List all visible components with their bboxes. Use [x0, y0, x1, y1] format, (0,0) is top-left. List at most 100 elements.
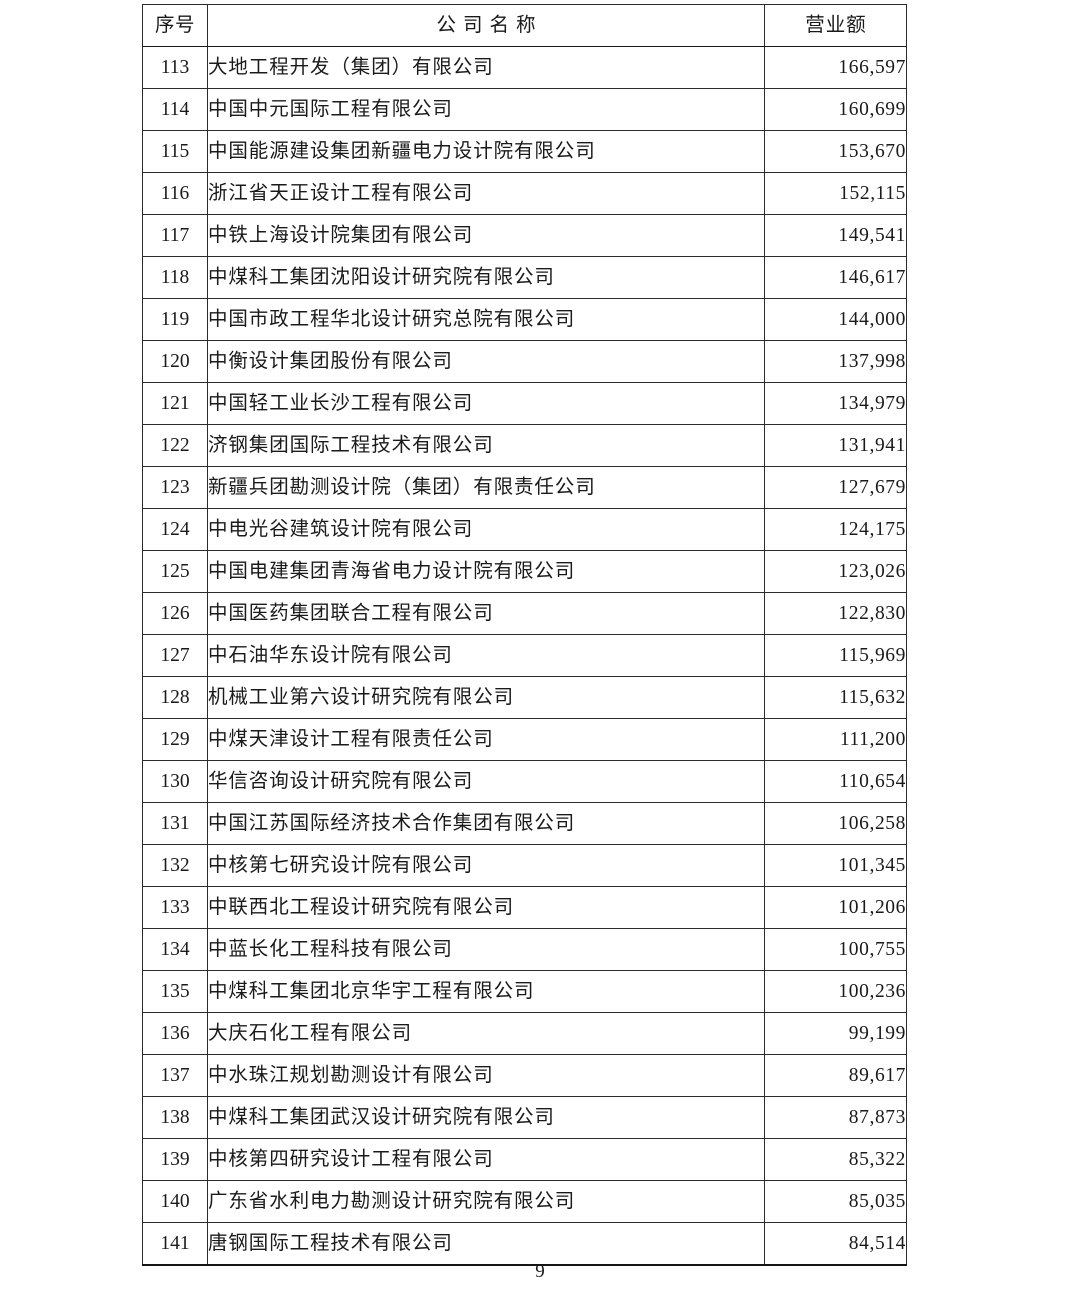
cell-revenue: 85,322 — [764, 1138, 907, 1181]
cell-revenue: 99,199 — [764, 1012, 907, 1055]
table-row: 130 华信咨询设计研究院有限公司 110,654 — [142, 760, 907, 803]
cell-company-name: 中衡设计集团股份有限公司 — [207, 340, 765, 383]
cell-revenue: 137,998 — [764, 340, 907, 383]
cell-rank: 115 — [142, 130, 208, 173]
cell-rank: 118 — [142, 256, 208, 299]
table-row: 136 大庆石化工程有限公司 99,199 — [142, 1012, 907, 1055]
table-header-row: 序号 公司名称 营业额 — [142, 4, 907, 47]
cell-rank: 127 — [142, 634, 208, 677]
cell-rank: 129 — [142, 718, 208, 761]
table-row: 127 中石油华东设计院有限公司 115,969 — [142, 634, 907, 677]
cell-revenue: 152,115 — [764, 172, 907, 215]
table-row: 132 中核第七研究设计院有限公司 101,345 — [142, 844, 907, 887]
table-row: 120 中衡设计集团股份有限公司 137,998 — [142, 340, 907, 383]
cell-revenue: 87,873 — [764, 1096, 907, 1139]
cell-company-name: 中国电建集团青海省电力设计院有限公司 — [207, 550, 765, 593]
cell-rank: 121 — [142, 382, 208, 425]
cell-company-name: 华信咨询设计研究院有限公司 — [207, 760, 765, 803]
cell-company-name: 中国医药集团联合工程有限公司 — [207, 592, 765, 635]
cell-company-name: 中国江苏国际经济技术合作集团有限公司 — [207, 802, 765, 845]
cell-rank: 140 — [142, 1180, 208, 1223]
cell-revenue: 153,670 — [764, 130, 907, 173]
cell-rank: 114 — [142, 88, 208, 131]
table-row: 123 新疆兵团勘测设计院（集团）有限责任公司 127,679 — [142, 466, 907, 509]
table-row: 119 中国市政工程华北设计研究总院有限公司 144,000 — [142, 298, 907, 341]
cell-revenue: 149,541 — [764, 214, 907, 257]
cell-rank: 131 — [142, 802, 208, 845]
table-row: 126 中国医药集团联合工程有限公司 122,830 — [142, 592, 907, 635]
cell-rank: 132 — [142, 844, 208, 887]
cell-rank: 119 — [142, 298, 208, 341]
cell-rank: 126 — [142, 592, 208, 635]
cell-revenue: 111,200 — [764, 718, 907, 761]
table-row: 116 浙江省天正设计工程有限公司 152,115 — [142, 172, 907, 215]
table-row: 115 中国能源建设集团新疆电力设计院有限公司 153,670 — [142, 130, 907, 173]
cell-rank: 117 — [142, 214, 208, 257]
column-header-revenue: 营业额 — [764, 4, 907, 47]
cell-revenue: 115,969 — [764, 634, 907, 677]
cell-company-name: 中煤科工集团北京华宇工程有限公司 — [207, 970, 765, 1013]
cell-rank: 139 — [142, 1138, 208, 1181]
table-row: 121 中国轻工业长沙工程有限公司 134,979 — [142, 382, 907, 425]
cell-rank: 113 — [142, 46, 208, 89]
table-row: 138 中煤科工集团武汉设计研究院有限公司 87,873 — [142, 1096, 907, 1139]
cell-revenue: 134,979 — [764, 382, 907, 425]
cell-revenue: 100,755 — [764, 928, 907, 971]
cell-rank: 125 — [142, 550, 208, 593]
cell-company-name: 新疆兵团勘测设计院（集团）有限责任公司 — [207, 466, 765, 509]
table-row: 113 大地工程开发（集团）有限公司 166,597 — [142, 46, 907, 89]
cell-rank: 141 — [142, 1222, 208, 1266]
cell-company-name: 唐钢国际工程技术有限公司 — [207, 1222, 765, 1266]
cell-revenue: 89,617 — [764, 1054, 907, 1097]
cell-company-name: 中国轻工业长沙工程有限公司 — [207, 382, 765, 425]
cell-revenue: 124,175 — [764, 508, 907, 551]
cell-rank: 120 — [142, 340, 208, 383]
table-row: 118 中煤科工集团沈阳设计研究院有限公司 146,617 — [142, 256, 907, 299]
cell-company-name: 广东省水利电力勘测设计研究院有限公司 — [207, 1180, 765, 1223]
cell-revenue: 101,345 — [764, 844, 907, 887]
table-row: 134 中蓝长化工程科技有限公司 100,755 — [142, 928, 907, 971]
table-row: 140 广东省水利电力勘测设计研究院有限公司 85,035 — [142, 1180, 907, 1223]
cell-rank: 133 — [142, 886, 208, 929]
cell-revenue: 123,026 — [764, 550, 907, 593]
table-row: 141 唐钢国际工程技术有限公司 84,514 — [142, 1222, 907, 1266]
cell-rank: 138 — [142, 1096, 208, 1139]
cell-company-name: 中水珠江规划勘测设计有限公司 — [207, 1054, 765, 1097]
cell-rank: 134 — [142, 928, 208, 971]
cell-revenue: 106,258 — [764, 802, 907, 845]
table-row: 133 中联西北工程设计研究院有限公司 101,206 — [142, 886, 907, 929]
cell-revenue: 166,597 — [764, 46, 907, 89]
cell-company-name: 济钢集团国际工程技术有限公司 — [207, 424, 765, 467]
cell-company-name: 机械工业第六设计研究院有限公司 — [207, 676, 765, 719]
cell-company-name: 中煤科工集团武汉设计研究院有限公司 — [207, 1096, 765, 1139]
cell-revenue: 84,514 — [764, 1222, 907, 1266]
cell-revenue: 101,206 — [764, 886, 907, 929]
table-body: 113 大地工程开发（集团）有限公司 166,597 114 中国中元国际工程有限公司 1… — [142, 46, 907, 1266]
cell-company-name: 中铁上海设计院集团有限公司 — [207, 214, 765, 257]
cell-company-name: 中电光谷建筑设计院有限公司 — [207, 508, 765, 551]
cell-revenue: 127,679 — [764, 466, 907, 509]
cell-revenue: 115,632 — [764, 676, 907, 719]
table-row: 114 中国中元国际工程有限公司 160,699 — [142, 88, 907, 131]
table-row: 125 中国电建集团青海省电力设计院有限公司 123,026 — [142, 550, 907, 593]
cell-rank: 116 — [142, 172, 208, 215]
cell-revenue: 85,035 — [764, 1180, 907, 1223]
table-row: 117 中铁上海设计院集团有限公司 149,541 — [142, 214, 907, 257]
cell-revenue: 160,699 — [764, 88, 907, 131]
cell-rank: 122 — [142, 424, 208, 467]
cell-revenue: 110,654 — [764, 760, 907, 803]
table-row: 137 中水珠江规划勘测设计有限公司 89,617 — [142, 1054, 907, 1097]
cell-rank: 128 — [142, 676, 208, 719]
cell-company-name: 中国市政工程华北设计研究总院有限公司 — [207, 298, 765, 341]
cell-company-name: 中煤天津设计工程有限责任公司 — [207, 718, 765, 761]
cell-revenue: 144,000 — [764, 298, 907, 341]
cell-company-name: 中国中元国际工程有限公司 — [207, 88, 765, 131]
cell-company-name: 中核第七研究设计院有限公司 — [207, 844, 765, 887]
page-number: 9 — [535, 1261, 545, 1282]
cell-company-name: 大地工程开发（集团）有限公司 — [207, 46, 765, 89]
ranking-table: 序号 公司名称 营业额 113 大地工程开发（集团）有限公司 166,597 114 中… — [142, 4, 907, 1266]
cell-company-name: 中煤科工集团沈阳设计研究院有限公司 — [207, 256, 765, 299]
cell-revenue: 122,830 — [764, 592, 907, 635]
cell-company-name: 中联西北工程设计研究院有限公司 — [207, 886, 765, 929]
